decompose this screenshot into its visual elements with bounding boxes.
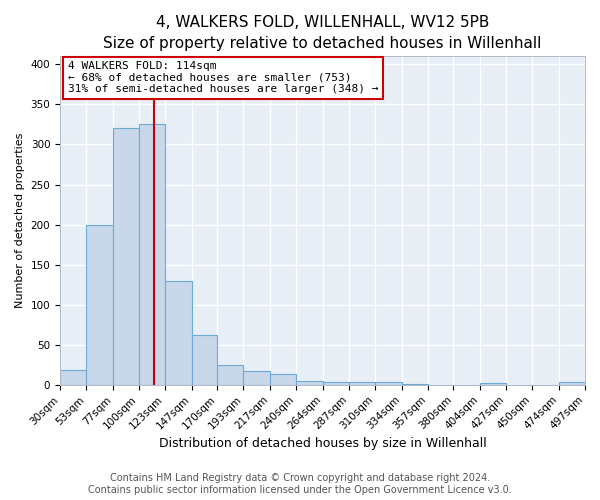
Text: 4 WALKERS FOLD: 114sqm
← 68% of detached houses are smaller (753)
31% of semi-de: 4 WALKERS FOLD: 114sqm ← 68% of detached… — [68, 62, 379, 94]
Bar — [270, 374, 296, 385]
Bar — [559, 382, 585, 385]
Bar — [113, 128, 139, 385]
Bar — [243, 371, 270, 385]
Y-axis label: Number of detached properties: Number of detached properties — [15, 133, 25, 308]
X-axis label: Distribution of detached houses by size in Willenhall: Distribution of detached houses by size … — [158, 437, 487, 450]
Text: Contains HM Land Registry data © Crown copyright and database right 2024.
Contai: Contains HM Land Registry data © Crown c… — [88, 474, 512, 495]
Bar — [349, 382, 375, 385]
Bar — [296, 381, 323, 385]
Title: 4, WALKERS FOLD, WILLENHALL, WV12 5PB
Size of property relative to detached hous: 4, WALKERS FOLD, WILLENHALL, WV12 5PB Si… — [103, 15, 542, 51]
Bar — [86, 224, 113, 385]
Bar — [139, 124, 164, 385]
Bar — [402, 384, 428, 385]
Bar — [481, 384, 506, 385]
Bar — [60, 370, 86, 385]
Bar — [375, 382, 402, 385]
Bar — [191, 335, 217, 385]
Bar — [164, 280, 191, 385]
Bar — [323, 382, 349, 385]
Bar — [217, 365, 243, 385]
